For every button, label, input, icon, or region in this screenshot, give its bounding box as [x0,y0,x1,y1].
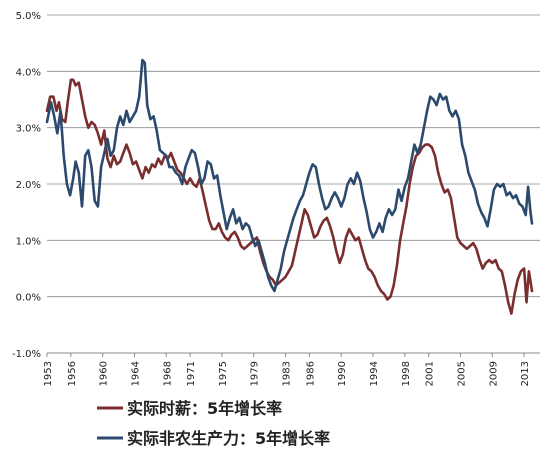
x-tick-label: 1975 [218,361,229,386]
legend-label: 实际非农生产力：5年增长率 [127,429,330,448]
x-tick-label: 2013 [520,361,531,386]
y-tick-label: 3.0% [16,124,41,135]
y-tick-label: 5.0% [16,11,41,22]
x-tick-label: 1990 [337,361,348,386]
x-tick-label: 1956 [67,361,78,386]
y-tick-label: 4.0% [16,67,41,78]
x-tick-label: 2009 [488,361,499,386]
x-tick-label: 1964 [130,361,141,386]
x-tick-label: 1998 [401,361,412,386]
series-group [45,58,534,315]
series-line-nonfarm-productivity [45,58,534,293]
y-tick-label: 0.0% [16,293,41,304]
x-tick-label: 2005 [456,361,467,386]
y-tick-label: 2.0% [16,180,41,191]
x-axis: 1953 1956 1960 1964 1968 1971 1975 1979 1983 1986… [43,352,540,386]
x-tick-label: 1960 [99,361,110,386]
x-tick-label: 2001 [425,361,436,386]
x-tick-label: 1986 [305,361,316,386]
y-axis: -1.0% 0.0% 1.0% 2.0% 3.0% 4.0% 5.0% [12,11,41,360]
x-tick-label: 1971 [186,361,197,386]
y-tick-label: 1.0% [16,236,41,247]
x-tick-label: 1983 [282,361,293,386]
x-tick-label: 1994 [369,361,380,386]
x-tick-label: 1979 [250,361,261,386]
series-line-real-hourly-wage [45,78,534,315]
y-tick-label: -1.0% [12,349,41,360]
gridlines [47,14,540,354]
x-tick-label: 1968 [162,361,173,386]
legend-label: 实际时薪：5年增长率 [127,399,282,418]
x-tick-label: 1953 [43,361,54,386]
